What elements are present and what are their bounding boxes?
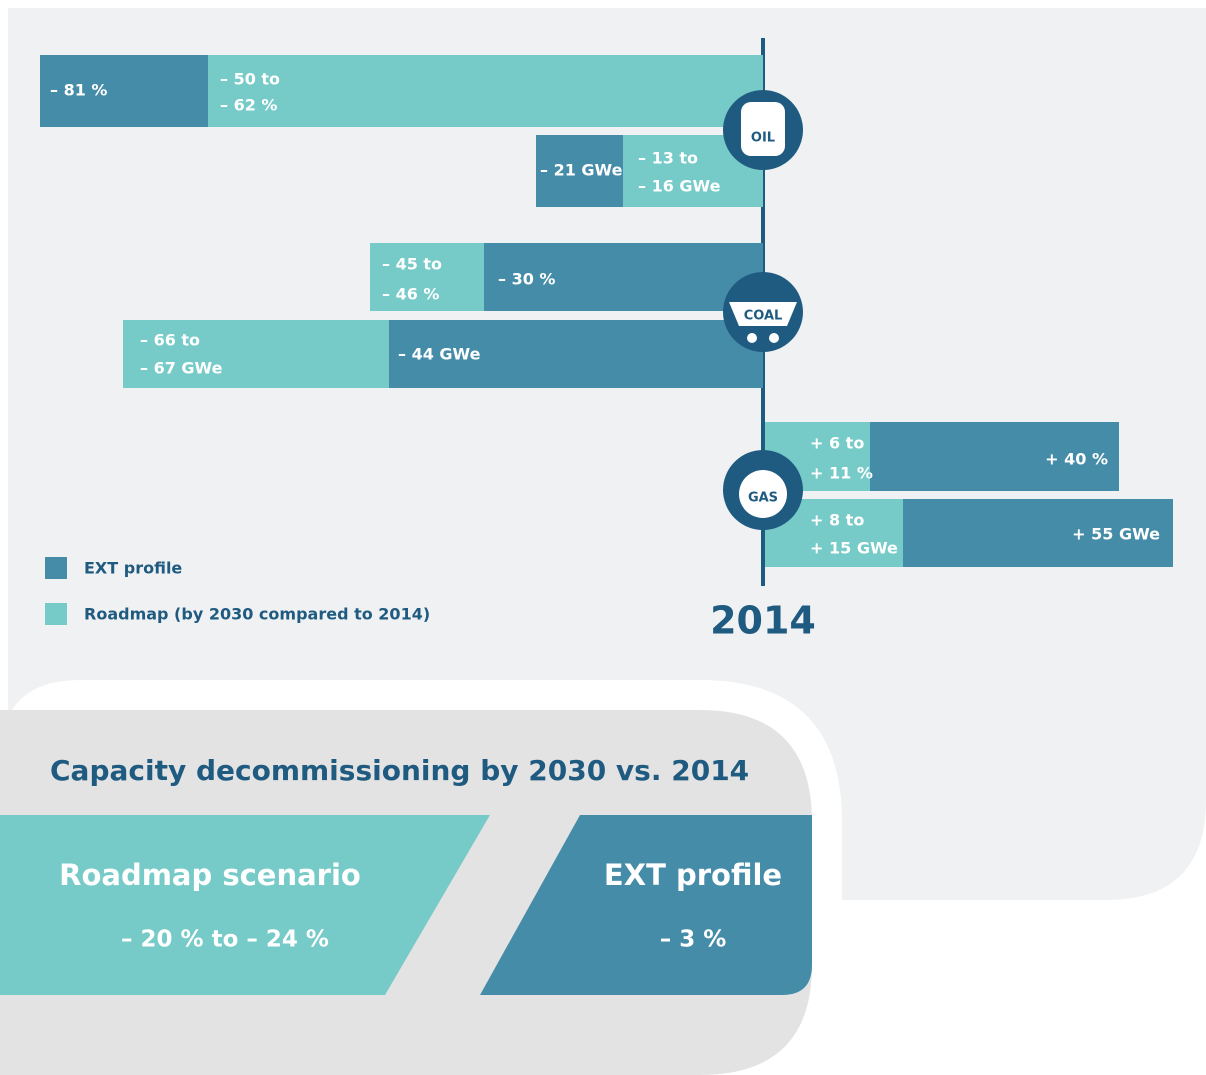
scenario-value: – 3 % [660, 927, 727, 953]
summary-title: Capacity decommissioning by 2030 vs. 201… [50, 754, 749, 787]
ext-bar [870, 422, 1119, 491]
roadmap-label: – 62 % [220, 96, 277, 115]
ext-bar [536, 135, 623, 207]
ext-label: – 44 GWe [398, 345, 481, 364]
ext-label: + 40 % [1045, 450, 1108, 469]
roadmap-label: – 46 % [382, 285, 439, 304]
roadmap-label: – 50 to [220, 70, 280, 89]
icon-label: OIL [751, 131, 775, 146]
roadmap-label: – 67 GWe [140, 359, 223, 378]
legend-label: Roadmap (by 2030 compared to 2014) [84, 605, 430, 624]
icon-wheel [747, 333, 757, 343]
roadmap-bar [370, 243, 484, 311]
ext-label: – 81 % [50, 81, 107, 100]
icon-wheel [769, 333, 779, 343]
icon-label: GAS [748, 491, 778, 506]
roadmap-label: + 6 to [810, 434, 864, 453]
ext-bar [389, 320, 763, 388]
roadmap-label: – 16 GWe [638, 177, 721, 196]
ext-bar [484, 243, 763, 311]
roadmap-label: + 8 to [810, 511, 864, 530]
ext-label: + 55 GWe [1072, 525, 1160, 544]
icon-cart [729, 302, 797, 326]
ext-bar [903, 499, 1173, 567]
roadmap-bar [123, 320, 389, 388]
roadmap-label: + 11 % [810, 464, 873, 483]
roadmap-label: + 15 GWe [810, 539, 898, 558]
scenario-value: – 20 % to – 24 % [121, 927, 329, 953]
panel [8, 8, 1206, 900]
scenario-name: Roadmap scenario [59, 858, 361, 892]
icon-ring [739, 470, 787, 518]
scenario-name: EXT profile [604, 858, 782, 892]
roadmap-label: – 13 to [638, 149, 698, 168]
icon-label: COAL [744, 309, 783, 324]
roadmap-bar [208, 55, 763, 127]
roadmap-label: – 66 to [140, 331, 200, 350]
legend-swatch [45, 603, 67, 625]
roadmap-label: – 45 to [382, 255, 442, 274]
icon-barrel [741, 102, 785, 156]
scenario-box [0, 815, 490, 995]
ext-label: – 21 GWe [540, 161, 623, 180]
legend-label: EXT profile [84, 559, 182, 578]
axis-label: 2014 [710, 599, 816, 643]
ext-label: – 30 % [498, 270, 555, 289]
ext-bar [40, 55, 208, 127]
legend-swatch [45, 557, 67, 579]
scenario-box [480, 815, 812, 995]
